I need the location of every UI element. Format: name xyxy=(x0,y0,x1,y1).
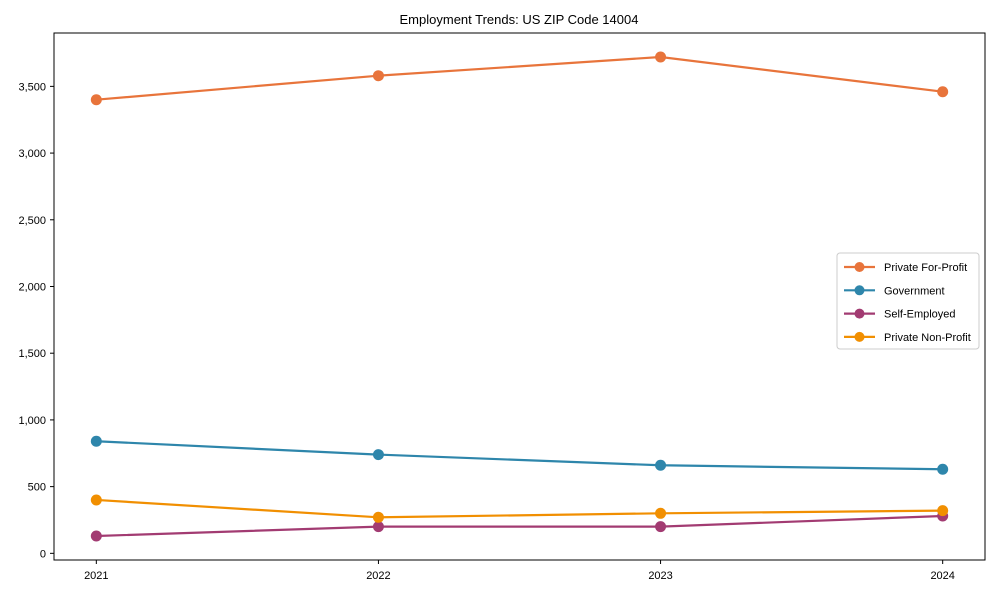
legend-item-private-non-profit: Private Non-Profit xyxy=(844,331,971,344)
data-point-self-employed xyxy=(90,530,102,542)
legend-marker xyxy=(854,331,865,342)
legend-label: Self-Employed xyxy=(884,309,956,321)
series-line-self-employed xyxy=(95,514,944,538)
y-tick-label: 2,000 xyxy=(18,281,46,293)
series-private-for-profit xyxy=(90,51,949,106)
legend-marker xyxy=(854,285,865,296)
series-line-private-non-profit xyxy=(95,498,944,519)
x-tick-label: 2023 xyxy=(648,570,672,582)
y-tick-label: 1,000 xyxy=(18,415,46,427)
series-line-private-for-profit xyxy=(95,55,944,101)
chart-title: Employment Trends: US ZIP Code 14004 xyxy=(400,12,639,27)
y-tick-label: 1,500 xyxy=(18,348,46,360)
legend-item-self-employed: Self-Employed xyxy=(844,308,956,321)
data-point-government xyxy=(372,449,384,461)
data-point-private-for-profit xyxy=(90,94,102,106)
data-point-private-non-profit xyxy=(90,494,102,506)
y-tick-label: 500 xyxy=(28,482,46,494)
legend-item-private-for-profit: Private For-Profit xyxy=(844,262,967,274)
x-tick-label: 2024 xyxy=(930,570,954,582)
series-line-government xyxy=(95,440,944,471)
data-point-private-for-profit xyxy=(937,86,949,98)
legend-label: Private For-Profit xyxy=(884,262,967,274)
data-point-self-employed xyxy=(655,521,667,533)
legend-box xyxy=(836,252,980,350)
data-point-government xyxy=(90,435,102,447)
y-tick-label: 0 xyxy=(40,548,46,560)
data-point-private-non-profit xyxy=(937,505,949,517)
legend: Private For-Profit Government Self-Employe… xyxy=(836,252,980,350)
series-private-non-profit xyxy=(90,494,949,523)
data-point-private-for-profit xyxy=(372,70,384,82)
legend-marker xyxy=(854,262,865,272)
x-tick-label: 2022 xyxy=(366,570,390,582)
legend-marker xyxy=(854,308,865,319)
data-point-private-for-profit xyxy=(655,51,667,63)
legend-item-government: Government xyxy=(844,285,945,297)
axes-box xyxy=(53,32,986,561)
y-tick-label: 3,000 xyxy=(18,148,46,160)
x-tick-label: 2021 xyxy=(84,570,108,582)
y-tick-label: 3,500 xyxy=(18,81,46,93)
data-point-self-employed xyxy=(372,521,384,533)
legend-label: Private Non-Profit xyxy=(884,332,971,344)
data-point-government xyxy=(937,463,949,475)
data-point-government xyxy=(655,459,667,471)
plot-area: 0 500 1,000 1,500 2,000 2,500 3,000 3,500 2021 20… xyxy=(18,32,986,582)
legend-label: Government xyxy=(884,285,945,297)
y-tick-label: 2,500 xyxy=(18,215,46,227)
data-point-private-non-profit xyxy=(655,507,667,519)
series-government xyxy=(90,435,949,475)
data-point-private-non-profit xyxy=(372,511,384,523)
